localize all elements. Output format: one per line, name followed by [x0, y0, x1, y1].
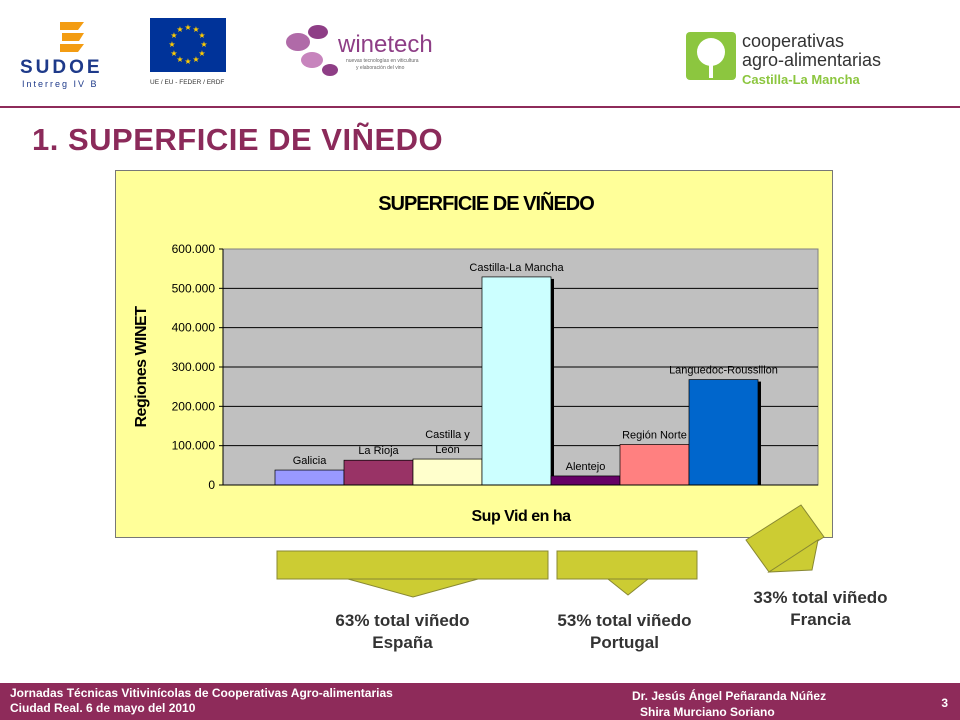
logos-svg: SUDOE Interreg IV B ★ ★★ ★★★ ★★★ ★★★ UE /… [20, 18, 881, 89]
y-tick-label: 100.000 [172, 439, 216, 453]
callout-francia-line2: Francia [790, 610, 851, 629]
bar [688, 379, 759, 486]
y-tick-label: 600.000 [172, 242, 216, 256]
callout-espana-line1: 63% total viñedo [335, 611, 470, 630]
footer-author-2: Shira Murciano Soriano [640, 705, 775, 719]
portugal-arrow-icon [556, 550, 698, 596]
bar [412, 458, 483, 486]
bars [274, 276, 761, 486]
svg-text:★: ★ [170, 49, 177, 58]
winetech-sub2: y elaboración del vino [356, 65, 405, 71]
bar-label: Alentejo [566, 461, 606, 473]
bar-label: Galicia [293, 455, 328, 467]
bar [550, 475, 621, 486]
svg-text:★: ★ [198, 31, 205, 40]
svg-text:★: ★ [184, 23, 191, 32]
footer-right: Dr. Jesús Ángel Peñaranda Núñez Shira Mu… [632, 688, 826, 720]
bar-label: Región Norte [622, 429, 687, 441]
y-tick-label: 400.000 [172, 321, 216, 335]
bar-labels: Galicia La Rioja Castilla y León Castilla-La… [293, 262, 778, 473]
logo-bar: SUDOE Interreg IV B ★ ★ ★ ★ ★ ★ ★ ★ ★ ★ ★ ★ UE /… [0, 0, 960, 105]
bar [481, 276, 552, 486]
y-tick-label: 0 [208, 478, 215, 492]
bar-label: León [435, 444, 459, 456]
svg-text:★: ★ [170, 31, 177, 40]
sudoe-logo: SUDOE Interreg IV B [20, 22, 103, 89]
footer-author-1: Dr. Jesús Ángel Peñaranda Núñez [632, 689, 827, 703]
eu-caption: UE / EU - FEDER / ERDF [150, 79, 224, 86]
callout-espana: 63% total viñedo España [300, 610, 505, 654]
slide-title: 1. SUPERFICIE DE VIÑEDO [32, 122, 444, 157]
svg-text:★: ★ [192, 55, 199, 64]
bar-label: Castilla y [425, 429, 470, 441]
espana-arrow-icon [276, 550, 549, 598]
coop-line2: agro-alimentarias [742, 50, 881, 70]
bar [343, 459, 414, 486]
eu-flag-logo: ★ ★★ ★★★ ★★★ ★★★ UE / EU - FEDER / ERDF [150, 18, 226, 86]
footer-place-date: Ciudad Real. 6 de mayo del 2010 [10, 701, 196, 715]
winetech-logo: winetech nuevas tecnologías en viticultu… [286, 25, 433, 76]
y-axis-ticks: 0 100.000 200.000 300.000 400.000 500.000 600.… [172, 242, 223, 492]
winetech-text: winetech [337, 31, 433, 58]
chart-frame: SUPERFICIE DE VIÑEDO 0 100.000 200.000 300.… [115, 170, 833, 538]
callout-portugal-line1: 53% total viñedo [557, 611, 692, 630]
callout-portugal: 53% total viñedo Portugal [522, 610, 727, 654]
footer-left: Jornadas Técnicas Vitivinícolas de Coope… [10, 686, 393, 716]
callout-francia-line1: 33% total viñedo [753, 588, 888, 607]
coop-line3: Castilla-La Mancha [742, 72, 861, 87]
footer-bar: Jornadas Técnicas Vitivinícolas de Coope… [0, 683, 960, 720]
svg-text:★: ★ [176, 55, 183, 64]
bar [619, 444, 690, 486]
svg-text:★: ★ [176, 25, 183, 34]
y-axis-label: Regiones WINET [133, 306, 150, 428]
y-tick-label: 200.000 [172, 399, 216, 413]
bar-label: Castilla-La Mancha [469, 262, 564, 274]
x-axis-label: Sup Vid en ha [472, 508, 572, 525]
callout-espana-line2: España [372, 633, 433, 652]
y-tick-label: 300.000 [172, 360, 216, 374]
bar-chart: SUPERFICIE DE VIÑEDO 0 100.000 200.000 300.… [133, 192, 819, 525]
svg-text:★: ★ [192, 25, 199, 34]
winetech-sub1: nuevas tecnologías en viticultura [346, 58, 419, 64]
bar [274, 469, 345, 486]
callout-portugal-line2: Portugal [590, 633, 659, 652]
page-number: 3 [941, 696, 948, 710]
bar-label: Languedoc-Roussillon [669, 365, 778, 377]
svg-text:★: ★ [200, 40, 207, 49]
cooperativas-logo: cooperativas agro-alimentarias Castilla-… [686, 31, 881, 87]
chart-title: SUPERFICIE DE VIÑEDO [378, 192, 594, 215]
callout-francia: 33% total viñedo Francia [718, 587, 923, 631]
svg-text:★: ★ [184, 57, 191, 66]
eu-stars-icon: ★ ★★ ★★★ ★★★ ★★★ [168, 23, 207, 66]
sudoe-subtext: Interreg IV B [22, 79, 99, 89]
bar-label: La Rioja [358, 445, 399, 457]
y-tick-label: 500.000 [172, 281, 216, 295]
sudoe-text: SUDOE [20, 57, 103, 78]
footer-event: Jornadas Técnicas Vitivinícolas de Coope… [10, 686, 393, 700]
svg-text:★: ★ [198, 49, 205, 58]
svg-text:★: ★ [168, 40, 175, 49]
header-divider [0, 106, 960, 108]
coop-line1: cooperativas [742, 31, 844, 51]
